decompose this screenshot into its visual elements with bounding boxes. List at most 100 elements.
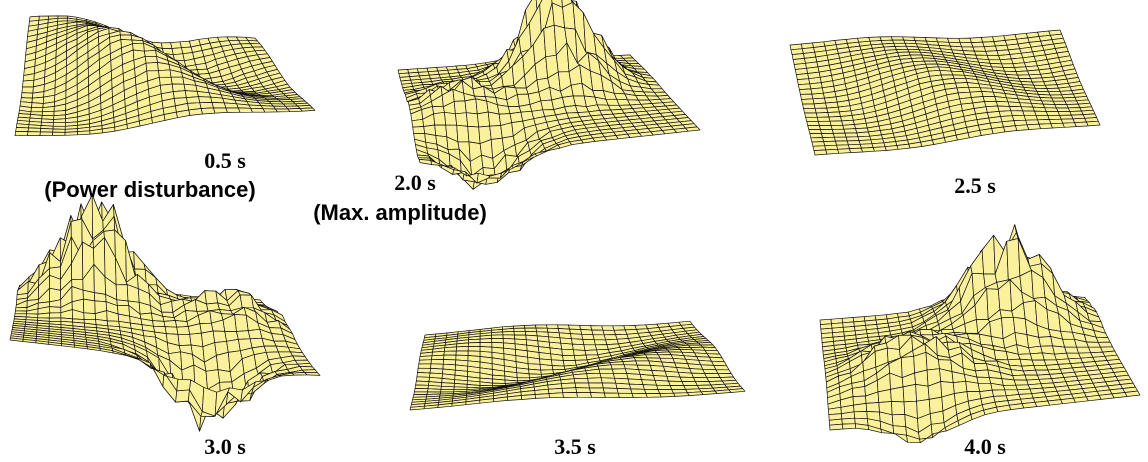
mesh-cell [176, 390, 190, 402]
mesh-cell [960, 43, 973, 47]
mesh-cell [629, 384, 644, 389]
mesh-cell [990, 318, 1003, 339]
mesh-cell [1029, 346, 1043, 354]
mesh-cell [1007, 239, 1020, 280]
mesh-cell [455, 113, 467, 127]
mesh-cell [646, 394, 661, 398]
mesh-cell [909, 52, 922, 55]
mesh-cell [477, 112, 489, 127]
mesh-cell [873, 147, 886, 152]
mesh-cell [540, 364, 553, 370]
mesh-cell [806, 117, 819, 121]
mesh-cell [977, 377, 991, 383]
mesh-cell [1112, 393, 1127, 398]
mesh-cell [616, 383, 631, 389]
mesh-cell [599, 369, 613, 373]
mesh-cell [146, 62, 158, 71]
surface-mesh [15, 16, 315, 136]
mesh-cell [920, 329, 933, 335]
mesh-cell [22, 87, 34, 93]
mesh-cell [1032, 82, 1045, 86]
mesh-cell [15, 311, 27, 314]
mesh-cell [178, 334, 191, 345]
mesh-cell [84, 313, 96, 320]
mesh-cell [818, 121, 831, 125]
mesh-cell [916, 384, 930, 401]
mesh-cell [582, 334, 595, 339]
mesh-cell [966, 381, 980, 391]
mesh-cell [415, 385, 429, 389]
mesh-cell [1061, 398, 1076, 404]
mesh-cell [116, 285, 128, 301]
mesh-cell [842, 418, 855, 424]
mesh-cell [441, 386, 454, 389]
mesh-cell [43, 106, 55, 111]
mesh-cell [854, 412, 867, 419]
mesh-cell [974, 51, 987, 55]
mesh-cell [1003, 385, 1017, 390]
mesh-cell [202, 387, 216, 416]
mesh-cell [1012, 115, 1025, 120]
surface-mesh [790, 30, 1100, 155]
mesh-cell [457, 125, 469, 142]
panel-note: (Power disturbance) [44, 177, 255, 202]
mesh-cell [83, 299, 95, 314]
mesh-cell [1000, 59, 1013, 64]
mesh-cell [655, 380, 670, 385]
time-label: 3.5 s [554, 434, 596, 459]
mesh-cell [227, 339, 241, 352]
mesh-cell [1060, 115, 1073, 119]
mesh-cell [134, 252, 146, 270]
mesh-cell [1002, 379, 1016, 386]
mesh-cell [1049, 91, 1062, 95]
mesh-cell [213, 331, 227, 343]
mesh-cell [981, 37, 994, 42]
mesh-cell [575, 383, 590, 388]
mesh-cell [1018, 239, 1031, 277]
mesh-cell [1000, 310, 1013, 318]
mesh-cell [1002, 64, 1015, 68]
mesh-cell [1011, 111, 1024, 116]
mesh-cell [802, 99, 815, 104]
time-label: 4.0 s [964, 434, 1006, 459]
mesh-cell [1035, 401, 1050, 407]
mesh-cell [200, 103, 214, 109]
mesh-cell [1024, 115, 1037, 120]
mesh-cell [699, 342, 713, 345]
mesh-cell [628, 379, 643, 385]
mesh-cell [120, 31, 131, 35]
mesh-cell [1045, 108, 1058, 112]
mesh-cell [814, 150, 827, 155]
mesh-cell [1048, 400, 1063, 406]
mesh-cell [1053, 101, 1066, 104]
mesh-cell [670, 386, 685, 390]
mesh-cell [16, 128, 29, 132]
mesh-cell [893, 40, 906, 43]
mesh-cell [23, 80, 34, 87]
mesh-cell [834, 137, 847, 141]
mesh-cell [177, 379, 191, 391]
mesh-cell [814, 103, 827, 108]
mesh-cell [1010, 107, 1023, 111]
mesh-cell [631, 389, 646, 394]
mesh-cell [577, 393, 592, 398]
mesh-cell [613, 326, 626, 331]
mesh-cell [490, 126, 503, 140]
mesh-cell [431, 360, 444, 365]
mesh-cell [444, 351, 456, 355]
mesh-cell [832, 129, 845, 133]
mesh-cell [94, 293, 106, 302]
mesh-cell [982, 235, 995, 274]
mesh-cell [614, 330, 627, 335]
mesh-cell [214, 108, 228, 113]
mesh-cell [861, 148, 874, 153]
mesh-cell [838, 149, 851, 154]
mesh-cell [161, 43, 172, 49]
mesh-cell [595, 345, 608, 350]
mesh-cell [552, 366, 565, 370]
mesh-cell [28, 132, 41, 136]
mesh-cell [680, 377, 695, 382]
mesh-cell [716, 370, 731, 374]
mesh-cell [1027, 124, 1040, 130]
mesh-cell [632, 393, 647, 397]
